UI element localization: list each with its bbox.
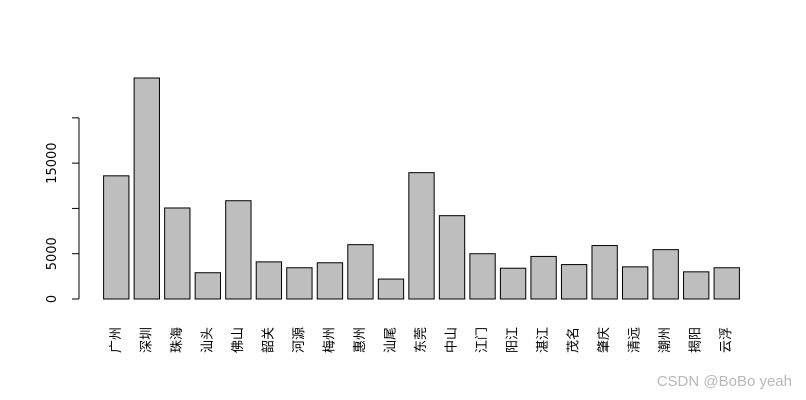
x-tick-label: 肇庆	[597, 327, 612, 353]
watermark: CSDN @BoBo yeah	[656, 373, 792, 390]
x-tick-label: 云浮	[719, 327, 734, 353]
x-tick-label: 汕尾	[383, 327, 398, 353]
bar	[225, 200, 252, 300]
x-tick-label: 汕头	[200, 327, 215, 353]
x-tick-label: 惠州	[353, 327, 368, 353]
y-tick-label: 15000	[45, 142, 60, 183]
x-tick-label: 江门	[475, 327, 490, 353]
bar	[316, 262, 344, 300]
y-tick-label: 0	[45, 295, 60, 303]
x-tick-label: 阳江	[506, 327, 521, 353]
x-tick-label: 深圳	[139, 327, 154, 353]
x-tick-label: 茂名	[566, 327, 582, 353]
bar	[713, 267, 740, 300]
bar	[438, 215, 466, 300]
x-tick-label: 东莞	[414, 327, 429, 353]
bar	[377, 278, 405, 300]
x-tick-label: 揭阳	[689, 327, 704, 353]
bar	[255, 261, 283, 300]
bar	[194, 272, 222, 300]
bar	[499, 267, 527, 300]
y-axis: 0 5000 15000	[45, 117, 80, 303]
x-tick-label: 潮州	[658, 327, 673, 353]
bar	[652, 249, 679, 300]
bar	[530, 255, 557, 300]
x-tick-label: 韶关	[260, 327, 276, 353]
x-tick-label: 清远	[628, 327, 643, 353]
x-tick-label: 湛江	[536, 327, 551, 353]
bar	[286, 267, 313, 300]
bars-group	[103, 77, 740, 300]
x-tick-label: 梅州	[322, 327, 337, 353]
x-tick-label: 河源	[292, 327, 307, 353]
x-tick-labels: 广州 深圳 珠海 汕头 佛山 韶关 河源 梅州 惠州 汕尾 东莞 中山 江门 阳江 湛江 茂名 肇庆 清远 潮州 揭阳…	[109, 327, 734, 353]
x-tick-label: 中山	[445, 327, 460, 353]
bar	[133, 77, 160, 300]
bar	[103, 175, 130, 300]
x-tick-label: 广州	[109, 327, 124, 353]
bar	[408, 172, 435, 300]
bar	[560, 264, 588, 300]
x-tick-label: 珠海	[170, 327, 185, 353]
y-tick-label: 5000	[45, 237, 60, 270]
bar	[683, 271, 710, 300]
bar	[621, 266, 649, 300]
bar	[469, 253, 496, 300]
bar	[347, 244, 374, 300]
bar	[164, 207, 191, 300]
bar	[591, 245, 618, 300]
x-tick-label: 佛山	[231, 327, 246, 353]
